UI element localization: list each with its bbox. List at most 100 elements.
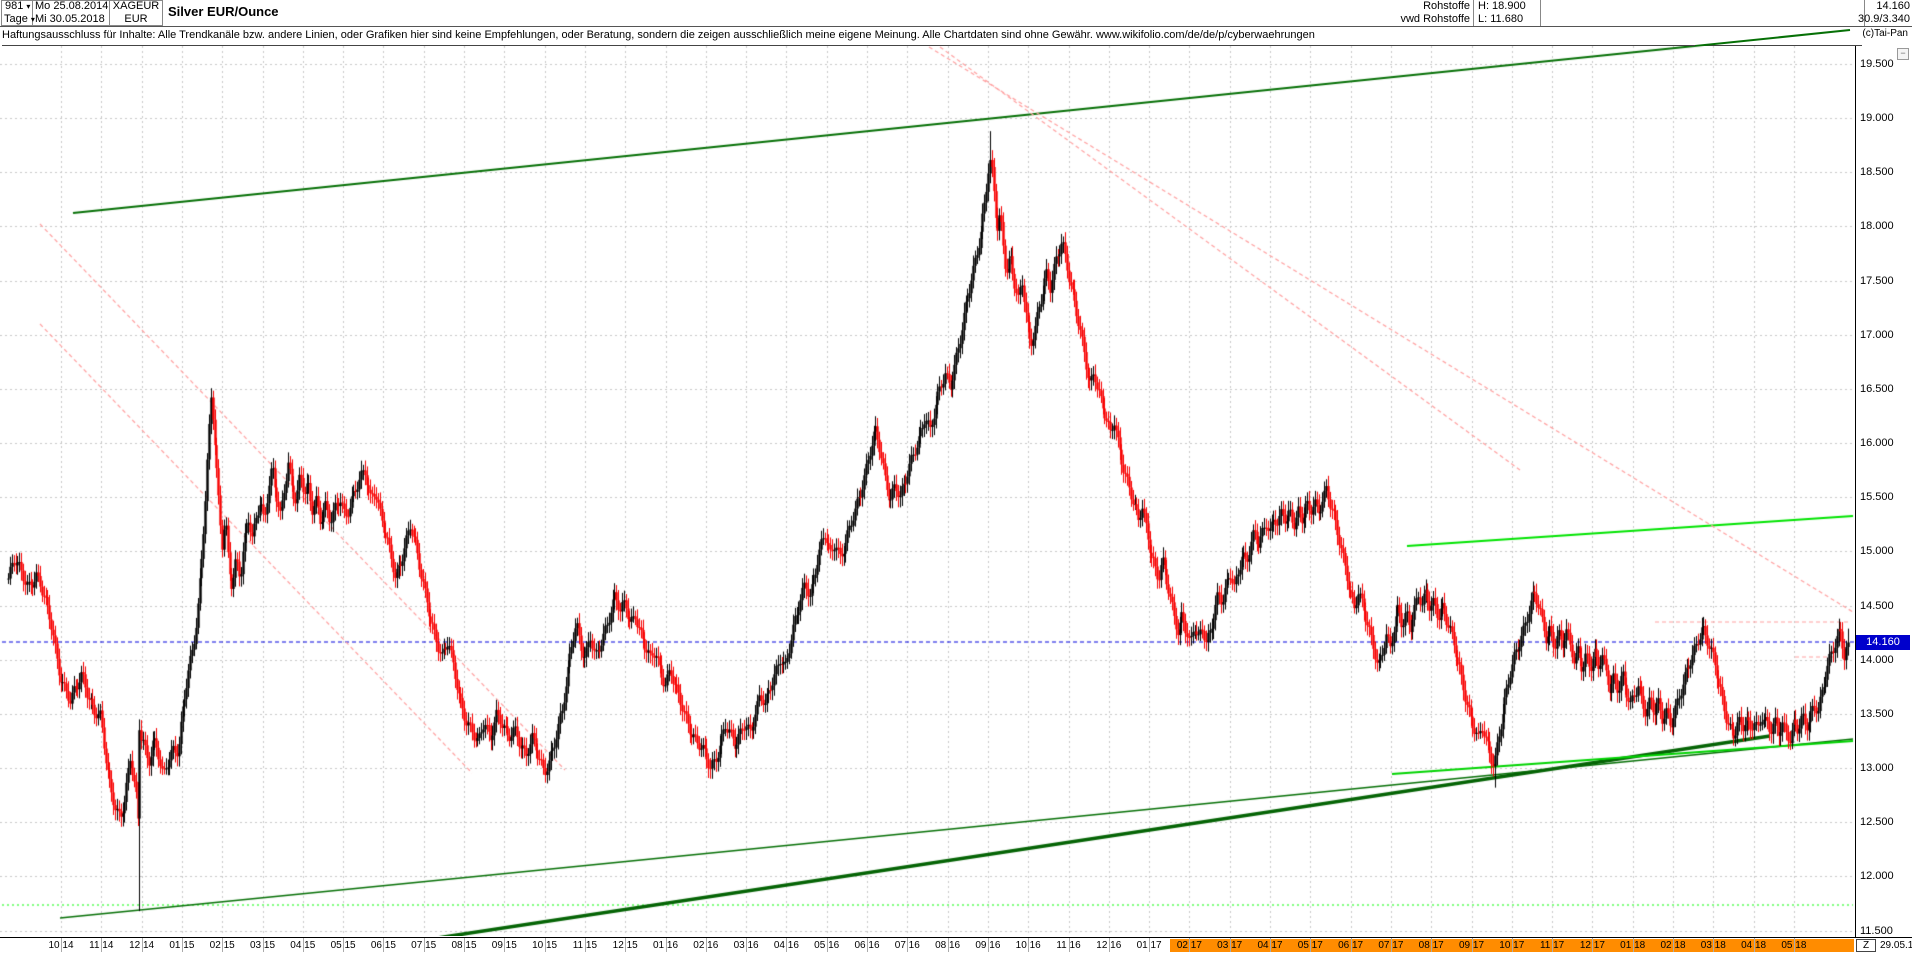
- x-axis-label: 10 14: [48, 940, 74, 951]
- x-axis-label: 09 15: [491, 940, 517, 951]
- x-axis-tick: [1713, 938, 1715, 952]
- x-axis-tick: [1471, 938, 1473, 952]
- x-axis-bar: 10 14 11 14 12 14 01 15 02 15 03 15 04 15 05 15…: [0, 937, 1912, 953]
- x-axis-tick: [181, 938, 183, 952]
- x-axis-tick: [1270, 938, 1271, 952]
- zoom-z-button[interactable]: Z: [1856, 939, 1876, 952]
- x-axis-tick: [1673, 938, 1674, 952]
- x-axis-tick: [1028, 938, 1030, 952]
- x-axis-label: 09 17: [1458, 940, 1485, 951]
- x-axis-label: 10 17: [1499, 940, 1525, 951]
- x-axis-label: 11 14: [89, 940, 114, 951]
- x-axis-label: 01 18: [1620, 940, 1646, 951]
- y-axis-line: [1855, 46, 1856, 937]
- x-axis-tick: [1108, 938, 1110, 952]
- x-axis-label: 03 17: [1217, 940, 1243, 951]
- x-axis-label: 12 16: [1096, 940, 1122, 951]
- x-axis-tick: [1753, 938, 1755, 952]
- y-axis-label: 12.500: [1860, 816, 1894, 829]
- header-separator: [1864, 0, 1865, 26]
- x-axis-label: 01 15: [169, 940, 195, 951]
- x-axis-tick: [1068, 938, 1070, 952]
- x-axis-tick: [1149, 938, 1151, 952]
- x-axis-tick: [826, 938, 828, 952]
- x-axis-label: 08 17: [1418, 940, 1444, 951]
- y-axis-label: 14.500: [1860, 599, 1894, 612]
- x-axis-tick: [302, 938, 304, 952]
- x-axis-tick: [786, 938, 788, 952]
- x-axis-label: 05 15: [330, 940, 356, 951]
- period-low: L: 11.680: [1478, 13, 1524, 25]
- x-axis-label: 08 15: [451, 940, 477, 951]
- x-axis-tick: [584, 938, 586, 952]
- x-axis-label: 04 18: [1741, 940, 1767, 951]
- x-axis-label: 11 16: [1056, 940, 1081, 951]
- x-axis-tick: [262, 938, 264, 952]
- x-axis-tick: [947, 938, 949, 952]
- chevron-down-icon: ▾: [26, 2, 31, 11]
- x-axis-tick: [746, 938, 748, 952]
- x-axis-label: 01 16: [652, 940, 679, 951]
- x-axis-tick: [464, 938, 465, 952]
- group-name: Rohstoffe: [1423, 0, 1470, 12]
- x-axis-label: 03 16: [733, 940, 759, 951]
- x-axis-label: 12 14: [129, 940, 155, 951]
- x-axis-tick: [1390, 938, 1392, 952]
- x-axis-tick: [665, 938, 667, 952]
- x-axis-label: 01 17: [1136, 940, 1162, 951]
- x-axis-label: 06 15: [370, 940, 396, 951]
- last-price-value: 14.160: [1876, 0, 1910, 12]
- last-date-label: 29.05.18: [1880, 940, 1912, 951]
- x-axis-label: 06 17: [1338, 940, 1364, 951]
- x-axis-label: 10 16: [1015, 940, 1041, 951]
- period-dropdown[interactable]: Tage ▾: [4, 13, 35, 25]
- x-axis-tick: [222, 938, 224, 952]
- x-axis-label: 11 15: [572, 940, 598, 951]
- date-from: Mo 25.08.2014: [35, 0, 109, 12]
- bars-count-dropdown[interactable]: 981 ▾: [5, 0, 31, 12]
- x-axis-tick: [1350, 938, 1352, 952]
- y-axis-label: 13.000: [1860, 762, 1894, 775]
- x-axis-tick: [1310, 938, 1312, 952]
- y-axis-label: 17.000: [1860, 328, 1894, 341]
- x-axis-label: 03 18: [1700, 940, 1726, 951]
- y-axis-label: 16.500: [1860, 382, 1894, 395]
- x-axis-tick: [1552, 938, 1554, 952]
- x-axis-tick: [423, 938, 425, 952]
- x-axis-label: 06 16: [854, 940, 880, 951]
- x-axis-tick: [625, 938, 627, 952]
- x-axis-label: 04 15: [290, 940, 316, 951]
- chart-header: 981 ▾ Tage ▾ Mo 25.08.2014 Mi 30.05.2018…: [0, 0, 1912, 27]
- date-to: Mi 30.05.2018: [35, 13, 105, 25]
- y-axis-label: 17.500: [1860, 274, 1894, 287]
- y-axis-label: 16.000: [1860, 437, 1894, 450]
- x-axis-label: 05 17: [1297, 940, 1323, 951]
- x-axis-label: 02 17: [1176, 940, 1202, 951]
- feed-name: vwd Rohstoffe: [1400, 13, 1470, 25]
- x-axis-label: 09 16: [975, 940, 1001, 951]
- price-chart-canvas[interactable]: [0, 46, 1856, 936]
- y-axis-label: 18.000: [1860, 220, 1894, 233]
- x-axis-tick: [1793, 938, 1795, 952]
- y-axis-label: 18.500: [1860, 166, 1894, 179]
- x-axis-tick: [1229, 938, 1231, 952]
- y-axis-label: 11.500: [1860, 924, 1893, 937]
- y-axis-label: 15.000: [1860, 545, 1894, 558]
- minimize-icon[interactable]: −: [1897, 48, 1909, 60]
- x-axis-label: 05 18: [1781, 940, 1807, 951]
- x-axis-label: 04 16: [773, 940, 799, 951]
- header-separator: [1540, 0, 1541, 26]
- x-axis-tick: [544, 938, 546, 952]
- x-axis-label: 12 17: [1579, 940, 1605, 951]
- x-axis-tick: [101, 938, 103, 952]
- chevron-down-icon: ▾: [30, 15, 35, 24]
- x-axis-tick: [61, 938, 62, 952]
- y-axis-label: 15.500: [1860, 491, 1894, 504]
- y-axis-label: 12.000: [1860, 870, 1894, 883]
- header-separator: [109, 0, 110, 26]
- x-axis-label: 02 18: [1660, 940, 1686, 951]
- x-axis-tick: [383, 938, 385, 952]
- x-axis-tick: [1189, 938, 1191, 952]
- x-axis-tick: [141, 938, 143, 952]
- header-cell-box: [1, 0, 163, 26]
